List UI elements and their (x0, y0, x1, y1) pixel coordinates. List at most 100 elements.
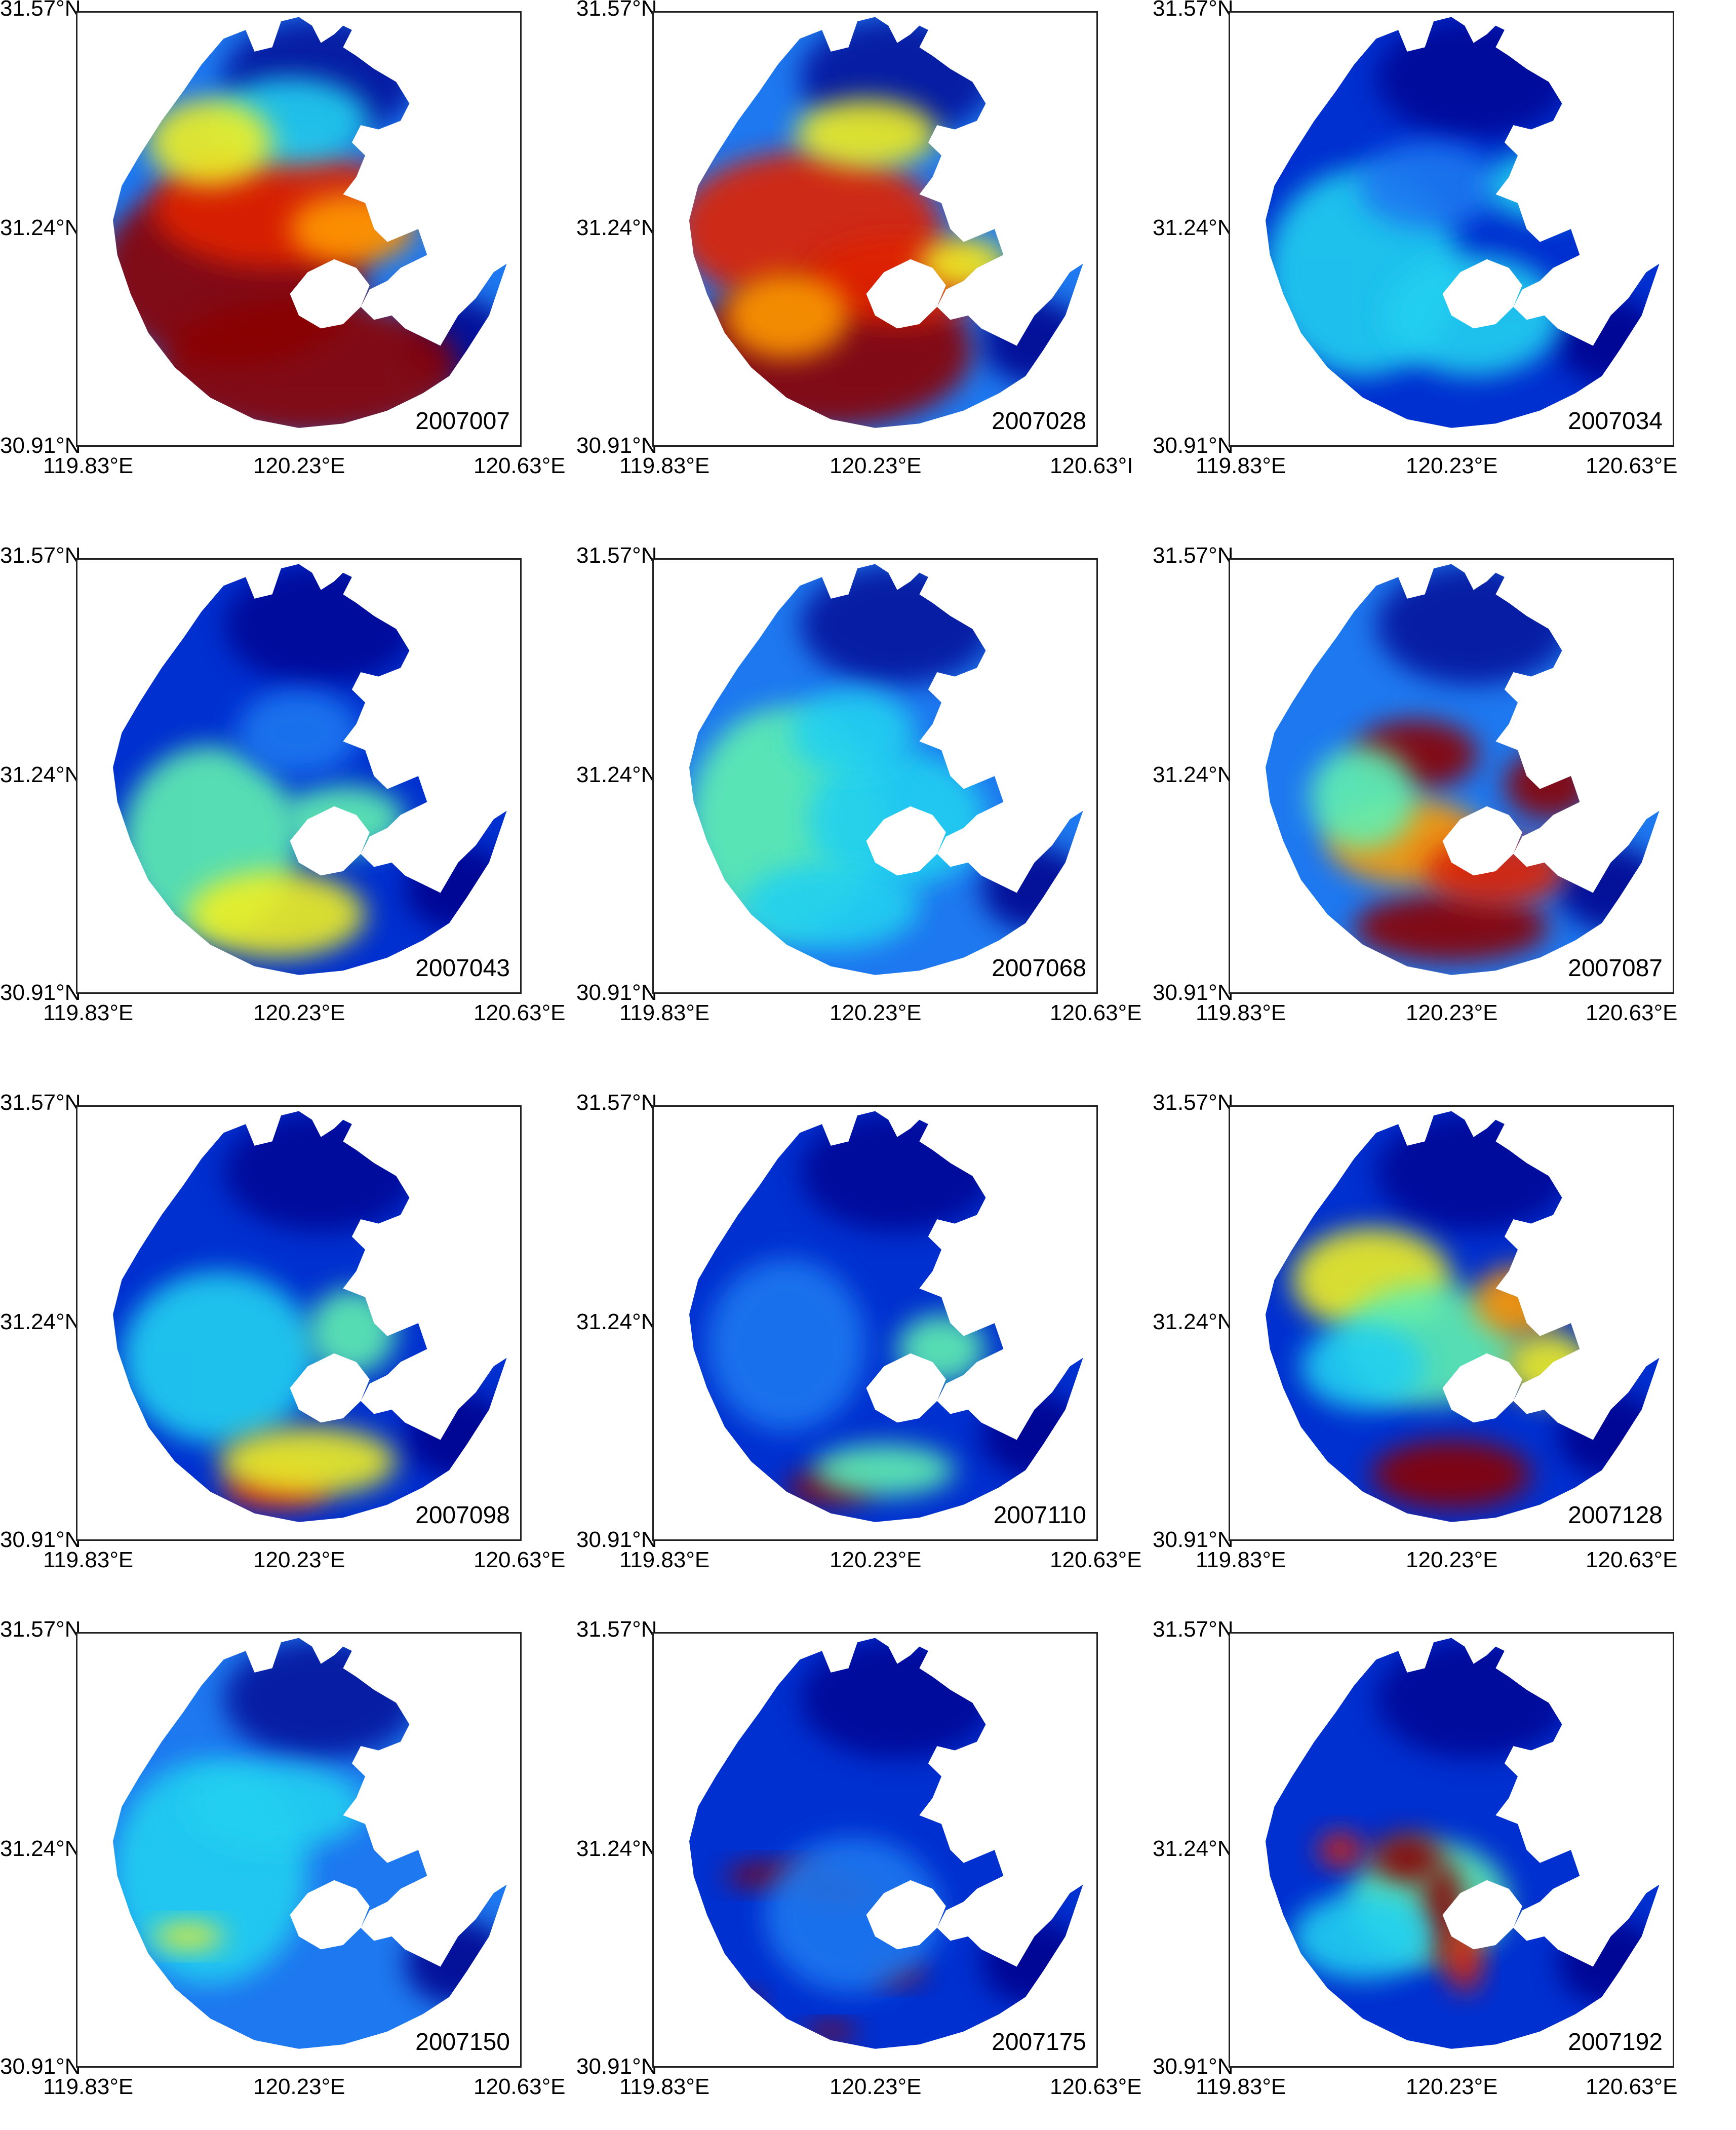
lat-label-mid: 31.24°N (0, 215, 81, 240)
date-label: 2007087 (1568, 955, 1663, 982)
lat-label-mid: 31.24°N (576, 762, 657, 787)
date-label: 2007128 (1568, 1502, 1663, 1529)
concentration-patch (148, 99, 272, 186)
peninsula-land (866, 806, 946, 876)
lon-label-right: 120.63°E (474, 2074, 566, 2099)
lat-label-mid: 31.24°N (576, 215, 657, 240)
lon-label-right: 120.63°I (1050, 453, 1133, 478)
lon-label-right: 120.63°E (474, 1000, 566, 1025)
concentration-patch (157, 298, 458, 428)
lon-label-right: 120.63°E (1050, 1000, 1142, 1025)
peninsula-land (866, 1353, 946, 1423)
lat-label-bottom: 30.91°N (576, 2054, 657, 2079)
map-frame: 2007175 (652, 1632, 1098, 2068)
lon-label-left: 119.83°E (43, 1547, 134, 1572)
lat-label-mid: 31.24°N (576, 1309, 657, 1334)
lon-label-left: 119.83°E (1196, 1000, 1286, 1025)
map-panel: 31.57°N 31.24°N 30.91°N 2007128 119.83°E 120.… (1153, 1090, 1705, 1603)
peninsula-land (290, 259, 370, 329)
date-label: 2007175 (992, 2029, 1086, 2056)
concentration-patch (795, 99, 937, 169)
lon-label-left: 119.83°E (619, 1547, 710, 1572)
lat-label-bottom: 30.91°N (1153, 433, 1234, 458)
lat-label-mid: 31.24°N (1153, 1836, 1234, 1861)
lat-label-top: 31.57°N (0, 0, 81, 21)
lon-label-left: 119.83°E (1196, 1547, 1286, 1572)
lat-label-top: 31.57°N (576, 0, 657, 21)
lon-label-right: 120.63°E (1050, 2074, 1142, 2099)
lat-label-top: 31.57°N (576, 543, 657, 568)
peninsula-land (1442, 1880, 1522, 1950)
map-frame: 2007007 (76, 11, 522, 447)
lon-label-left: 119.83°E (43, 1000, 134, 1025)
map-panel: 31.57°N 31.24°N 30.91°N 2007034 119.83°E 120.… (1153, 0, 1705, 509)
map-frame: 2007098 (76, 1105, 522, 1541)
peninsula-land (290, 1353, 370, 1423)
lon-label-mid: 120.23°E (830, 1547, 922, 1572)
map-frame: 2007150 (76, 1632, 522, 2068)
lon-label-mid: 120.23°E (1406, 453, 1498, 478)
concentration-patch (1486, 151, 1593, 220)
peninsula-land (1442, 1353, 1522, 1423)
lake-map (112, 17, 507, 428)
lake-map (1265, 17, 1660, 428)
lat-label-top: 31.57°N (0, 1090, 81, 1115)
lat-label-top: 31.57°N (1153, 543, 1234, 568)
lon-label-left: 119.83°E (1196, 453, 1286, 478)
concentration-patch (290, 194, 414, 264)
concentration-patch (813, 1444, 955, 1496)
lon-label-mid: 120.23°E (1406, 1547, 1498, 1572)
lon-label-left: 119.83°E (43, 453, 134, 478)
lat-label-top: 31.57°N (576, 1090, 657, 1115)
lat-label-bottom: 30.91°N (0, 2054, 81, 2079)
peninsula-land (866, 259, 946, 329)
date-label: 2007150 (415, 2029, 510, 2056)
concentration-patch (188, 1763, 366, 1850)
concentration-patch (742, 862, 920, 949)
lat-label-bottom: 30.91°N (1153, 2054, 1234, 2079)
concentration-patch (1318, 1832, 1363, 1868)
lat-label-bottom: 30.91°N (1153, 1527, 1234, 1552)
lake-map (112, 1638, 507, 2049)
lon-label-left: 119.83°E (619, 1000, 710, 1025)
map-frame: 2007110 (652, 1105, 1098, 1541)
date-label: 2007098 (415, 1502, 510, 1529)
lat-label-top: 31.57°N (1153, 1617, 1234, 1642)
lat-label-mid: 31.24°N (0, 1836, 81, 1861)
map-frame: 2007068 (652, 558, 1098, 994)
lake-map (112, 564, 507, 975)
lon-label-right: 120.63°E (1586, 1547, 1678, 1572)
lat-label-bottom: 30.91°N (0, 1527, 81, 1552)
lon-label-mid: 120.23°E (253, 2074, 345, 2099)
date-label: 2007034 (1568, 408, 1663, 435)
lat-label-mid: 31.24°N (1153, 215, 1234, 240)
concentration-patch (791, 689, 915, 776)
peninsula-land (866, 1880, 946, 1950)
lon-label-left: 119.83°E (619, 2074, 710, 2099)
lake-map (1265, 1638, 1660, 2049)
map-panel: 31.57°N 31.24°N 30.91°N 2007043 119.83°E 120.… (0, 543, 566, 1056)
date-label: 2007007 (415, 408, 510, 435)
concentration-patch (1504, 1332, 1593, 1401)
lon-label-right: 120.63°E (1586, 453, 1678, 478)
lon-label-left: 119.83°E (619, 453, 710, 478)
concentration-patch (188, 871, 366, 958)
concentration-patch (1310, 746, 1416, 850)
lon-label-mid: 120.23°E (830, 1000, 922, 1025)
concentration-patch (1371, 1832, 1443, 1885)
concentration-patch (122, 1271, 317, 1445)
date-label: 2007068 (992, 955, 1086, 982)
lon-label-right: 120.63°E (474, 453, 566, 478)
map-frame: 2007028 (652, 11, 1098, 447)
peninsula-land (1442, 259, 1522, 329)
lon-label-mid: 120.23°E (1406, 1000, 1498, 1025)
lat-label-top: 31.57°N (1153, 1090, 1234, 1115)
map-frame: 2007192 (1229, 1632, 1674, 2068)
concentration-patch (724, 1992, 760, 2019)
lon-label-mid: 120.23°E (1406, 2074, 1498, 2099)
lat-label-bottom: 30.91°N (0, 980, 81, 1005)
map-frame: 2007034 (1229, 11, 1674, 447)
lon-label-left: 119.83°E (1196, 2074, 1286, 2099)
concentration-patch (1354, 893, 1549, 962)
lat-label-top: 31.57°N (1153, 0, 1234, 21)
